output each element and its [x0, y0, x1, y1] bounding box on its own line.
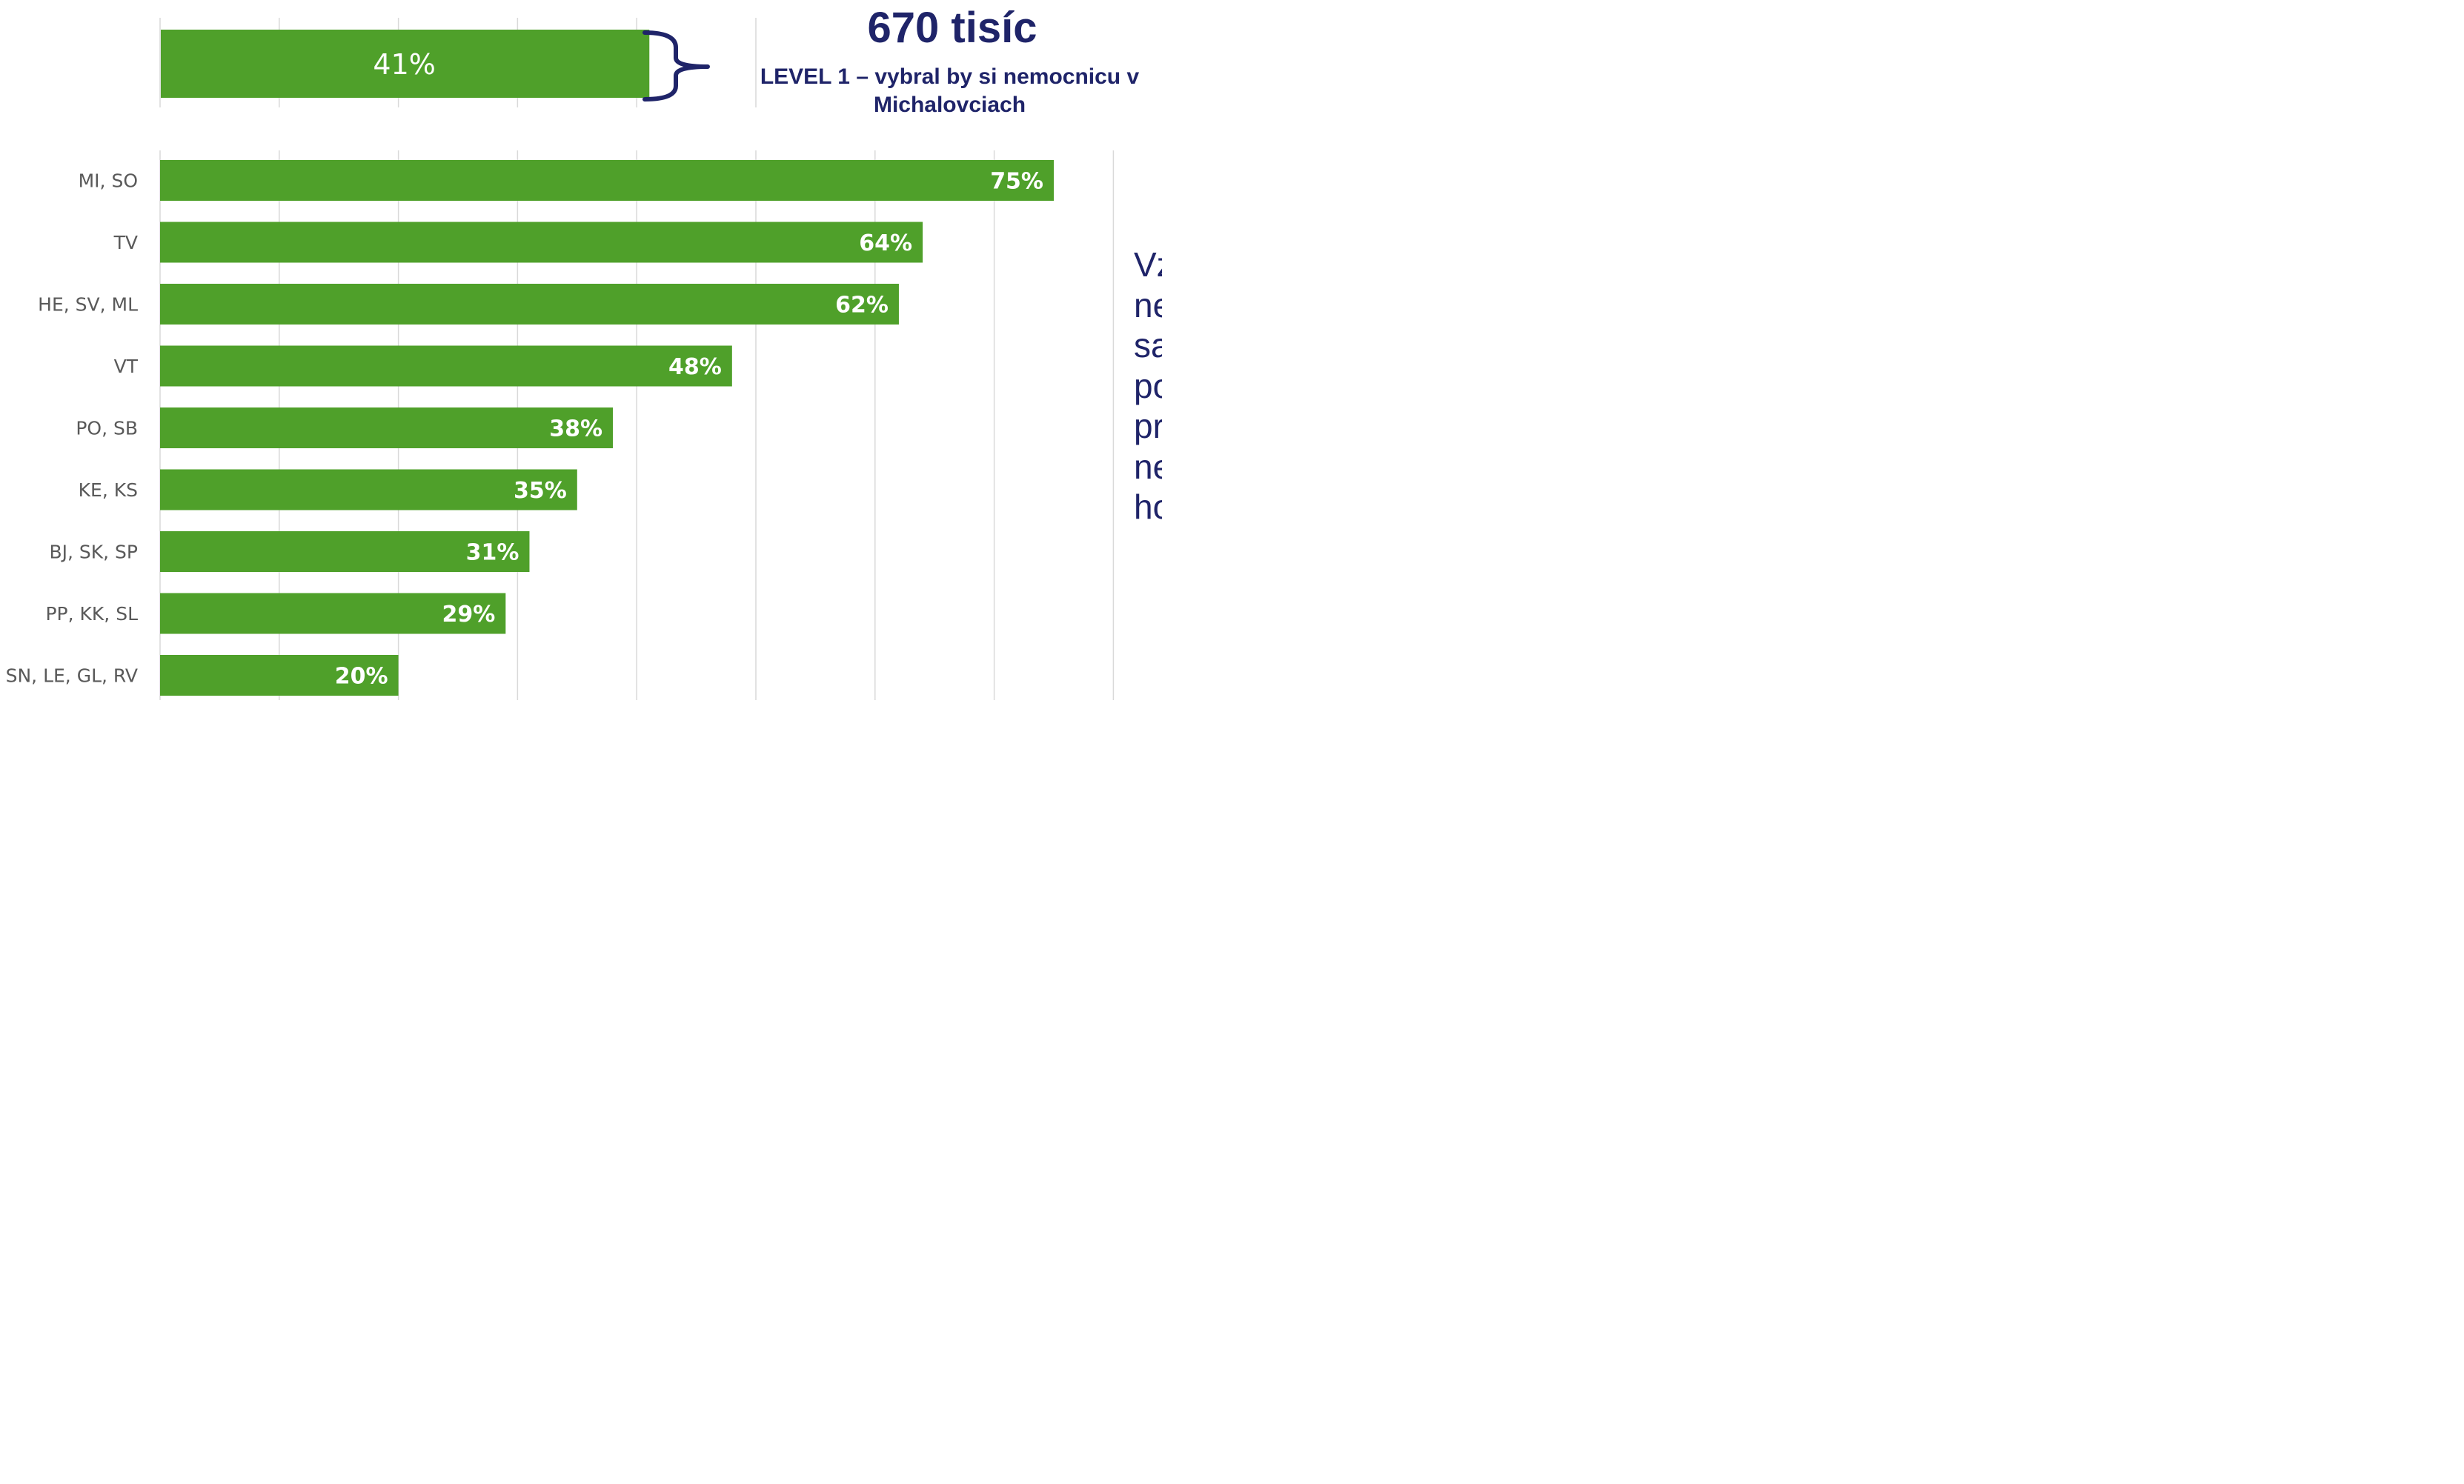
bar	[161, 30, 650, 98]
bar	[160, 469, 577, 510]
data-label: 31%	[466, 540, 519, 566]
bar	[160, 160, 1054, 201]
subtitle: LEVEL 1 – vybral by si nemocnicu v Micha…	[737, 63, 1162, 119]
category-label: PP, KK, SL	[45, 603, 138, 625]
subtitle-line: LEVEL 1 – vybral by si nemocnicu v	[760, 64, 1140, 89]
bar	[160, 284, 899, 325]
category-label: VT	[114, 356, 139, 377]
category-label: BJ, SK, SP	[49, 542, 138, 563]
headline: 670 tisíc	[867, 4, 1037, 52]
side-text-fragment: Vz ne sa po pr ne ho	[1134, 244, 1162, 528]
data-label: 20%	[335, 664, 388, 690]
bar	[160, 222, 923, 263]
bar	[160, 531, 530, 572]
side-text-line: sa	[1134, 326, 1162, 365]
data-label: 41%	[373, 48, 435, 81]
data-label: 29%	[442, 602, 496, 628]
side-text-line: ne	[1134, 447, 1162, 486]
data-label: 38%	[549, 416, 602, 442]
category-label: TV	[113, 232, 138, 253]
category-label: MI, SO	[79, 170, 138, 192]
bar	[160, 593, 506, 634]
subtitle-line: Michalovciach	[873, 93, 1026, 117]
data-label: 35%	[514, 478, 567, 504]
main-bar-chart: MI, SO 75% TV 64% HE, SV, ML 62% VT 48% PO, SB 38…	[6, 150, 1115, 700]
side-text-line: ne	[1134, 285, 1162, 325]
chart-slide: 41% MI, SO 75% TV 64% HE, SV, ML 62% VT 48% PO, …	[0, 0, 1162, 700]
category-label: PO, SB	[76, 418, 138, 439]
data-label: 64%	[859, 230, 912, 256]
category-label: KE, KS	[79, 479, 138, 501]
bar	[160, 345, 732, 387]
data-label: 48%	[668, 354, 722, 380]
side-text-line: pr	[1134, 407, 1162, 445]
bar	[160, 407, 614, 448]
side-text-line: po	[1134, 366, 1162, 405]
category-label: HE, SV, ML	[38, 294, 138, 316]
side-text-line: ho	[1134, 488, 1162, 526]
top-bar-chart: 41%	[159, 18, 757, 107]
side-text-line: Vz	[1134, 245, 1162, 284]
data-label: 62%	[835, 293, 889, 319]
data-label: 75%	[990, 169, 1043, 195]
category-label: SN, LE, GL, RV	[6, 665, 138, 687]
bar	[160, 655, 399, 696]
